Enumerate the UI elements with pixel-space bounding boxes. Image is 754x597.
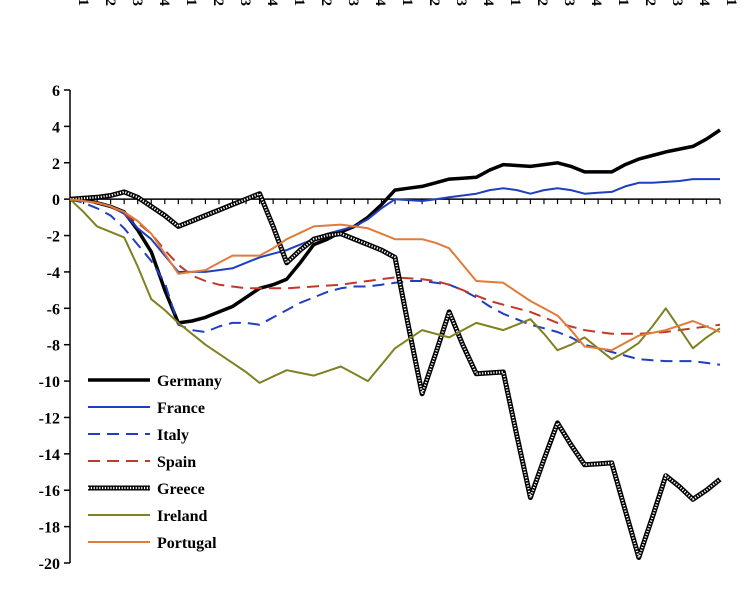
y-tick-label: -20	[39, 556, 60, 573]
x-tick-label: 2013.4	[696, 0, 712, 7]
x-tick-label: 2008.3	[129, 0, 145, 6]
x-tick-label: 2011.2	[426, 0, 442, 6]
y-tick-label: -16	[39, 483, 60, 500]
legend-label-portugal: Portugal	[157, 535, 217, 552]
x-tick-label: 2010.2	[318, 0, 334, 6]
series-line-portugal	[69, 198, 721, 352]
y-axis: 6 4 2 0 -2 -4 -6 -8 -10 -12 -14 -16 -18 -20	[39, 83, 71, 573]
y-tick-label: -4	[47, 265, 60, 282]
legend-label-spain: Spain	[157, 454, 196, 471]
x-tick-label: 2011.1	[399, 0, 415, 6]
x-tick-label: 2010.4	[372, 0, 388, 7]
x-tick-label: 2008.2	[102, 0, 118, 6]
legend: Germany France Italy Spain Greece Ireland Port…	[88, 373, 222, 552]
legend-label-italy: Italy	[157, 427, 189, 444]
series-line-greece	[69, 190, 721, 562]
legend-label-germany: Germany	[157, 373, 222, 390]
legend-label-greece: Greece	[157, 481, 205, 498]
x-tick-label: 2012.3	[561, 0, 577, 6]
legend-label-france: France	[157, 400, 205, 417]
x-axis-tick-labels: 2008.1 2008.2 2008.3 2008.4 2009.1 2009.2 2009…	[75, 0, 739, 7]
y-tick-label: -12	[39, 410, 60, 427]
x-tick-label: 2008.1	[75, 0, 91, 6]
x-tick-label: 2013.1	[615, 0, 631, 6]
x-tick-label: 2011.4	[480, 0, 496, 6]
x-tick-label: 2012.1	[507, 0, 523, 6]
x-tick-label: 2009.4	[264, 0, 280, 7]
x-tick-label: 2008.4	[156, 0, 172, 7]
x-tick-label: 2009.2	[210, 0, 226, 6]
series-line-spain	[69, 198, 721, 335]
x-tick-label: 2012.2	[534, 0, 550, 6]
y-tick-label: -10	[39, 374, 60, 391]
x-tick-label: 2012.4	[588, 0, 604, 7]
x-tick-label: 2010.3	[345, 0, 361, 6]
series-line-italy	[69, 198, 721, 366]
series-line-ireland	[69, 198, 721, 384]
y-tick-label: -2	[47, 229, 60, 246]
y-tick-label: 6	[52, 83, 60, 100]
x-tick-label: 2013.3	[669, 0, 685, 6]
y-tick-label: -18	[39, 520, 60, 537]
y-tick-label: 2	[52, 156, 60, 173]
x-tick-label: 2010.1	[291, 0, 307, 6]
y-tick-label: -14	[39, 447, 60, 464]
y-tick-label: -6	[47, 301, 60, 318]
legend-label-ireland: Ireland	[157, 508, 207, 525]
y-tick-label: 4	[52, 119, 60, 136]
series-line-france	[69, 178, 720, 273]
x-tick-label: 2009.1	[183, 0, 199, 6]
y-tick-label: -8	[47, 338, 60, 355]
series-lines	[69, 128, 722, 562]
x-tick-label: 2011.3	[453, 0, 469, 6]
x-tick-label: 2009.3	[237, 0, 253, 6]
x-tick-label: 2014.1	[723, 0, 739, 6]
x-tick-label: 2013.2	[642, 0, 658, 6]
y-tick-label: 0	[52, 192, 60, 209]
